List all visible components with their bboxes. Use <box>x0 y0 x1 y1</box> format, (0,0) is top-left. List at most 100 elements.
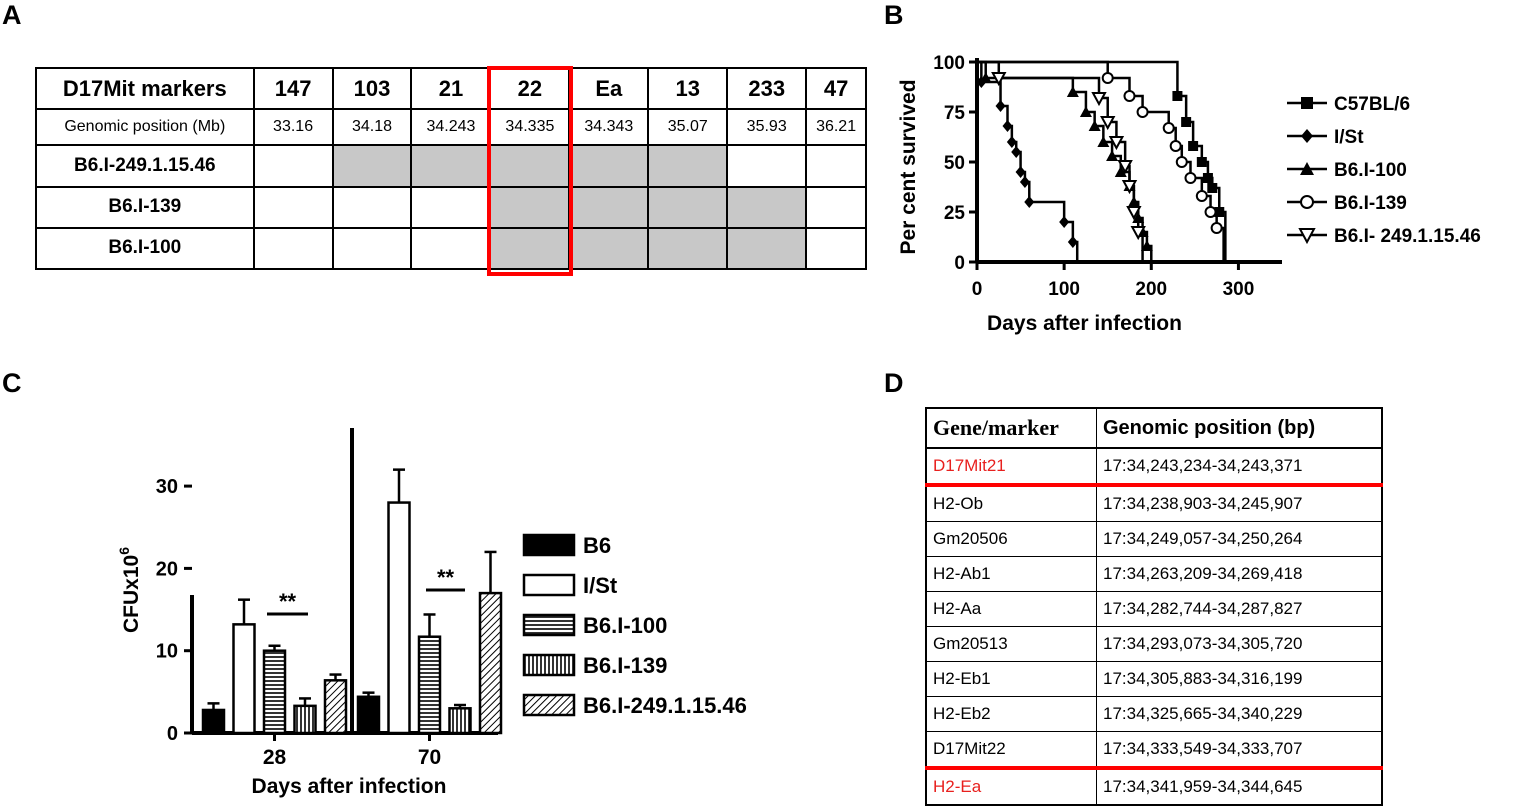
legend-swatch <box>522 573 576 597</box>
strain-cell <box>647 144 729 188</box>
data-point <box>1059 216 1070 228</box>
data-point <box>1121 180 1138 195</box>
bar <box>201 708 226 735</box>
data-point <box>976 76 987 88</box>
gene-cell: H2-Ea <box>925 767 1097 806</box>
data-point <box>991 72 1007 87</box>
bar <box>387 501 411 735</box>
data-point <box>1015 166 1026 178</box>
legend-swatch <box>522 533 576 557</box>
x-tick-label: 0 <box>972 279 983 300</box>
gene-table-header: Gene/marker Genomic position (bp) <box>925 407 1383 449</box>
y-tick-label: 20 <box>156 558 178 580</box>
survival-series <box>977 60 1153 262</box>
data-point <box>1162 122 1175 134</box>
marker-cell: 22 <box>489 66 571 111</box>
data-point <box>1136 226 1149 237</box>
marker-cell: 21 <box>410 66 492 111</box>
position-cell: 34.343 <box>568 108 650 147</box>
gene-position-cell: 17:34,282,744-34,287,827 <box>1096 591 1383 627</box>
strain-cell <box>568 185 650 229</box>
y-axis-label-exponent: 6 <box>116 547 132 555</box>
legend-swatch <box>522 693 576 717</box>
survival-line <box>977 60 1230 264</box>
bar <box>417 635 442 735</box>
survival-line <box>977 60 1153 262</box>
panel-label-c: C <box>2 368 22 398</box>
table-row: H2-Aa 17:34,282,744-34,287,827 <box>925 591 1383 627</box>
data-point <box>1132 212 1145 223</box>
legend-label: B6 <box>583 533 611 558</box>
table-row: H2-Ea 17:34,341,959-34,344,645 <box>925 767 1383 806</box>
gene-position-cell: 17:34,293,073-34,305,720 <box>1096 626 1383 662</box>
gene-position-cell: 17:34,263,209-34,269,418 <box>1096 556 1383 592</box>
gene-cell: H2-Eb2 <box>925 696 1097 732</box>
y-tick-label: 30 <box>156 476 178 498</box>
legend-label: B6.I-139 <box>583 653 667 678</box>
marker-cell: 147 <box>252 66 334 111</box>
data-point <box>1091 92 1107 107</box>
survival-line <box>977 60 1079 262</box>
data-point <box>1172 91 1183 101</box>
strain-cell <box>489 226 571 271</box>
significance-label: ** <box>437 565 455 590</box>
y-tick-label: 50 <box>944 153 965 174</box>
survival-series <box>976 60 1079 262</box>
marker-table: D17Mit markers 147 103 21 22 Ea 13 233 4… <box>35 66 867 271</box>
bar <box>293 704 317 735</box>
data-point <box>1210 222 1223 234</box>
strain-cell <box>568 144 650 188</box>
data-point <box>1181 117 1192 127</box>
x-tick-label: 200 <box>1135 279 1167 300</box>
gene-table: Gene/marker Genomic position (bp) D17Mit… <box>925 407 1383 806</box>
highlight-box <box>487 66 573 276</box>
strain-cell <box>331 185 413 229</box>
legend-label: B6.I-100 <box>1334 160 1407 181</box>
survival-series <box>977 60 1146 262</box>
table-row: Gm20513 17:34,293,073-34,305,720 <box>925 626 1383 662</box>
strain-row: B6.I-100 <box>35 226 867 271</box>
marker-cell: 47 <box>805 66 867 111</box>
data-point <box>995 100 1006 112</box>
gene-header: Gene/marker <box>925 407 1097 449</box>
data-point <box>1101 72 1114 84</box>
gene-cell: Gm20506 <box>925 521 1097 557</box>
bar <box>262 649 287 735</box>
strain-cell <box>331 226 413 271</box>
data-point <box>1117 160 1133 175</box>
position-header-cell: Genomic position (Mb) <box>35 108 255 147</box>
significance-label: ** <box>279 589 297 614</box>
position-cell: 36.21 <box>805 108 867 147</box>
data-point <box>1002 120 1013 132</box>
strain-cell <box>331 144 413 188</box>
data-point <box>1123 180 1136 191</box>
data-point <box>979 72 992 83</box>
table-row: D17Mit21 17:34,243,234-34,243,371 <box>925 447 1383 487</box>
x-tick-label: 100 <box>1048 279 1080 300</box>
gene-position-cell: 17:34,249,057-34,250,264 <box>1096 521 1383 557</box>
strain-cell <box>647 185 729 229</box>
data-point <box>1126 206 1142 221</box>
marker-cell: Ea <box>568 66 650 111</box>
data-point <box>1136 106 1149 118</box>
data-point <box>1114 166 1127 177</box>
legend-marker <box>1301 129 1313 143</box>
y-tick-label: 0 <box>954 253 965 274</box>
legend-marker <box>1300 195 1314 209</box>
gene-cell: H2-Ab1 <box>925 556 1097 592</box>
data-point <box>1024 196 1035 208</box>
gene-cell: H2-Aa <box>925 591 1097 627</box>
table-row: H2-Ab1 17:34,263,209-34,269,418 <box>925 556 1383 592</box>
legend-label: I/St <box>583 573 618 598</box>
data-point <box>1204 206 1217 218</box>
x-tick-label: 70 <box>418 746 441 769</box>
legend-label: B6.I-249.1.15.46 <box>583 693 747 718</box>
legend-label: C57BL/6 <box>1334 94 1410 115</box>
data-point <box>1067 236 1078 248</box>
strain-cell <box>489 144 571 188</box>
strain-label: B6.I-100 <box>35 226 255 271</box>
bar <box>323 679 348 735</box>
strain-cell <box>726 185 808 229</box>
gene-position-cell: 17:34,333,549-34,333,707 <box>1096 731 1383 770</box>
legend-label: I/St <box>1334 127 1364 148</box>
